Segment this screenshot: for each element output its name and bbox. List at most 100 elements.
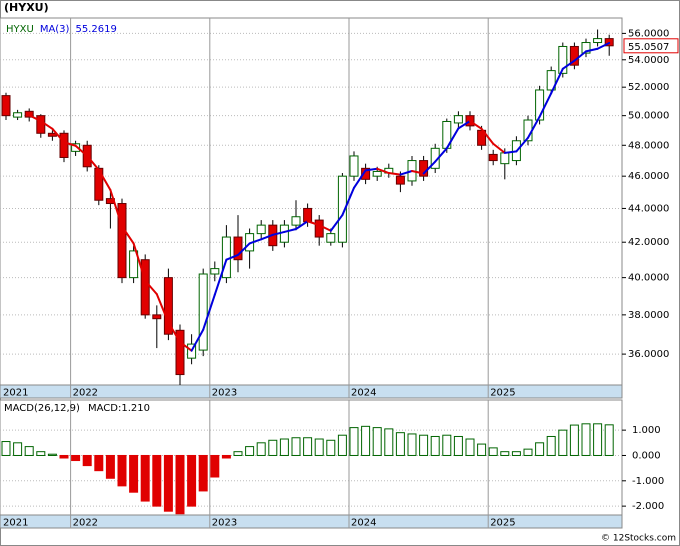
date-strip xyxy=(0,514,623,529)
macd-bar xyxy=(198,454,208,492)
x-tick-label: 2022 xyxy=(73,518,98,529)
macd-bar xyxy=(395,432,405,456)
macd-panel xyxy=(0,399,623,516)
price-panel xyxy=(0,17,623,386)
legend: HYXU MA(3) 55.2619 xyxy=(6,24,117,35)
macd-bar xyxy=(384,428,394,456)
macd-bar xyxy=(465,438,475,456)
ma-segment xyxy=(434,147,448,163)
ma-segment xyxy=(538,92,553,118)
macd-bar xyxy=(511,451,521,456)
candle-body xyxy=(500,152,510,165)
ma-segment xyxy=(202,293,216,331)
macd-value-label: MACD:1.210 xyxy=(88,403,150,414)
macd-bar xyxy=(233,451,243,456)
ma-segment xyxy=(503,150,518,154)
candle-body xyxy=(453,115,463,124)
macd-bar xyxy=(500,451,510,456)
macd-bar xyxy=(326,439,336,456)
candle-body xyxy=(13,112,23,118)
macd-bar xyxy=(245,446,255,456)
y-tick-label: 56.0000 xyxy=(628,28,669,39)
candle-body xyxy=(24,110,34,118)
x-tick-label: 2025 xyxy=(490,518,515,529)
ma-segment xyxy=(190,328,205,352)
y-tick-label: 44.0000 xyxy=(628,203,669,214)
macd-bar xyxy=(430,435,440,456)
macd-bar xyxy=(361,425,371,456)
date-strip xyxy=(0,384,623,399)
macd-bar xyxy=(129,454,139,493)
macd-bar xyxy=(442,434,452,456)
macd-bar xyxy=(535,442,545,456)
candle-body xyxy=(1,95,11,117)
y-tick-label: 1.000 xyxy=(632,425,661,436)
y-tick-label: 42.0000 xyxy=(628,237,669,248)
macd-bar xyxy=(337,434,347,456)
y-tick-label: -1.000 xyxy=(632,476,664,487)
macd-bar xyxy=(36,451,46,456)
macd-bar xyxy=(303,437,313,456)
ma-segment xyxy=(306,220,321,227)
ma-segment xyxy=(179,341,193,352)
macd-bar xyxy=(59,454,69,459)
ma-segment xyxy=(515,136,529,153)
ma-segment xyxy=(167,321,181,344)
ma-segment xyxy=(376,167,390,175)
ma-segment xyxy=(51,127,65,144)
candle-body xyxy=(140,259,150,316)
macd-bar xyxy=(279,438,289,456)
chart-title: (HYXU) xyxy=(4,1,49,14)
ma-segment xyxy=(422,160,437,175)
candle-body xyxy=(326,233,336,243)
candle-body xyxy=(152,314,162,320)
candle-body xyxy=(129,250,139,279)
legend-ma-value: 55.2619 xyxy=(75,24,116,35)
x-tick-label: 2022 xyxy=(73,388,98,399)
y-tick-label: -2.000 xyxy=(632,501,664,512)
ma-segment xyxy=(86,154,100,171)
ma-segment xyxy=(492,142,506,154)
ma-segment xyxy=(260,233,274,241)
x-tick-label: 2021 xyxy=(3,518,28,529)
ma-segment xyxy=(74,144,89,157)
legend-symbol: HYXU xyxy=(6,24,34,35)
candle-body xyxy=(303,207,313,223)
ma-segment xyxy=(527,115,541,139)
candle-body xyxy=(581,42,591,54)
ma-segment xyxy=(155,293,170,324)
ma-segment xyxy=(63,141,77,147)
ma-segment xyxy=(318,224,332,232)
ma-segment xyxy=(28,114,42,123)
macd-bar xyxy=(477,443,487,456)
macd-bar xyxy=(117,454,127,487)
macd-bar xyxy=(523,448,533,456)
macd-bar xyxy=(152,454,162,507)
macd-bar xyxy=(546,435,556,456)
ma-segment xyxy=(39,120,54,130)
y-tick-label: 48.0000 xyxy=(628,140,669,151)
y-tick-label: 52.0000 xyxy=(628,82,669,93)
candle-body xyxy=(535,89,545,121)
candle-body xyxy=(569,45,579,66)
ma-segment xyxy=(550,67,564,95)
x-tick-label: 2023 xyxy=(212,388,237,399)
macd-bar xyxy=(268,439,278,456)
macd-bar xyxy=(71,454,81,462)
ma-segment xyxy=(596,42,611,50)
candle-body xyxy=(361,167,371,180)
ma-segment xyxy=(445,127,460,150)
macd-bar xyxy=(256,442,266,456)
ma-segment xyxy=(469,120,483,130)
ma-segment xyxy=(213,258,228,296)
macd-bar xyxy=(291,437,301,456)
candle-body xyxy=(175,329,185,376)
candle-body xyxy=(47,132,57,137)
candle-body xyxy=(279,224,289,243)
candle-body xyxy=(349,155,359,177)
y-tick-label: 36.0000 xyxy=(628,349,669,360)
x-tick-label: 2023 xyxy=(212,518,237,529)
x-tick-label: 2024 xyxy=(351,388,376,399)
candle-body xyxy=(36,115,46,134)
candle-body xyxy=(221,236,231,279)
